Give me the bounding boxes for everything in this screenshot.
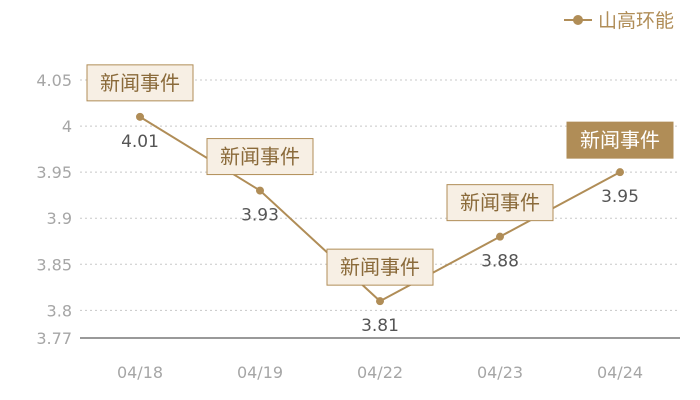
x-tick-label: 04/24 xyxy=(597,363,643,382)
x-tick-label: 04/23 xyxy=(477,363,523,382)
event-label-text: 新闻事件 xyxy=(460,191,540,215)
legend[interactable]: 山高环能 xyxy=(563,6,674,33)
event-label-text: 新闻事件 xyxy=(340,255,420,279)
event-label-text: 新闻事件 xyxy=(220,145,300,169)
data-label: 3.95 xyxy=(601,187,639,207)
event-label-box xyxy=(86,64,194,102)
legend-label: 山高环能 xyxy=(597,10,674,32)
event-label-text: 新闻事件 xyxy=(100,71,180,95)
data-point xyxy=(136,112,144,121)
y-tick-label: 3.77 xyxy=(36,329,72,348)
x-tick-label: 04/22 xyxy=(357,363,403,382)
data-label: 3.88 xyxy=(481,252,519,272)
data-point xyxy=(496,232,504,241)
event-label-box xyxy=(326,248,434,286)
y-tick-label: 3.9 xyxy=(47,209,72,228)
y-tick-label: 3.8 xyxy=(47,301,72,320)
data-label: 3.93 xyxy=(241,206,279,226)
data-point xyxy=(616,168,624,177)
event-label-box xyxy=(566,121,674,159)
legend-marker-icon xyxy=(563,14,592,25)
y-tick-label: 3.85 xyxy=(36,255,72,274)
event-label-box xyxy=(446,184,554,222)
data-point xyxy=(376,297,384,306)
y-tick-label: 4 xyxy=(62,117,72,136)
event-label-text: 新闻事件 xyxy=(580,128,660,152)
data-label: 4.01 xyxy=(121,132,159,152)
y-tick-label: 4.05 xyxy=(36,71,72,90)
data-label: 3.81 xyxy=(361,316,399,336)
x-tick-label: 04/18 xyxy=(117,363,163,382)
event-label-box xyxy=(206,138,314,176)
data-point xyxy=(256,186,264,195)
x-tick-label: 04/19 xyxy=(237,363,283,382)
y-tick-label: 3.95 xyxy=(36,163,72,182)
